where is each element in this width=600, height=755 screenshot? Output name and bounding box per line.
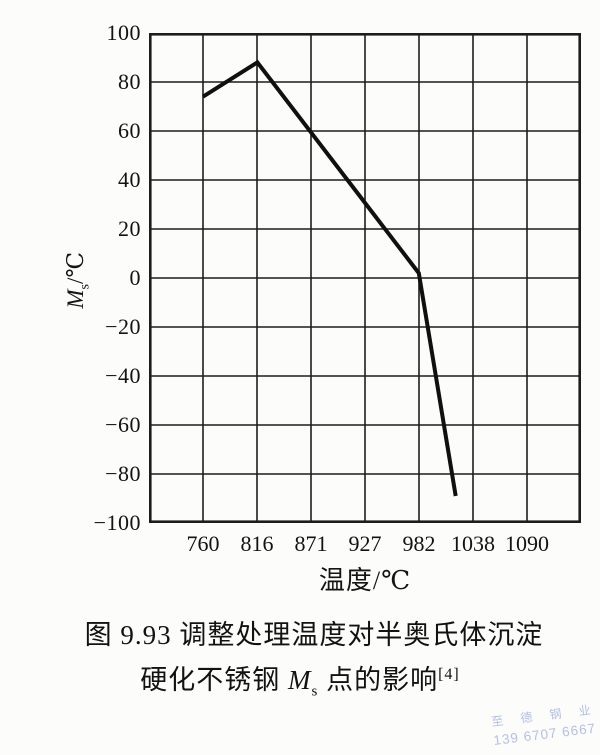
x-tick-label: 871 <box>294 531 328 556</box>
y-tick-label: 20 <box>118 216 141 241</box>
y-tick-label: −60 <box>105 412 141 437</box>
grid-lines <box>149 33 581 523</box>
y-tick-label: −40 <box>105 363 141 388</box>
chart-plot-area <box>149 33 581 523</box>
y-tick-label: 100 <box>106 20 141 45</box>
y-tick-label: 80 <box>118 69 141 94</box>
y-axis-unit: /℃ <box>62 251 88 284</box>
y-tick-label: −80 <box>105 461 141 486</box>
y-tick-label: 40 <box>118 167 141 192</box>
ms-subscript: s <box>77 283 93 290</box>
x-tick-label: 927 <box>348 531 382 556</box>
y-tick-label: 60 <box>118 118 141 143</box>
caption-ms-symbol: M <box>288 665 312 695</box>
caption-line-1: 图 9.93 调整处理温度对半奥氏体沉淀 <box>84 620 544 650</box>
x-tick-label: 1090 <box>505 531 549 556</box>
x-axis-title: 温度/℃ <box>318 566 412 595</box>
x-tick-label: 816 <box>240 531 274 556</box>
caption-line2-pre: 硬化不锈钢 <box>140 665 288 695</box>
citation-reference: [4] <box>438 666 460 683</box>
x-tick-label: 1038 <box>451 531 495 556</box>
y-tick-label: −100 <box>93 510 141 535</box>
x-tick-label: 982 <box>402 531 436 556</box>
x-tick-label: 760 <box>186 531 220 556</box>
y-tick-label: −20 <box>105 314 141 339</box>
figure-caption: 图 9.93 调整处理温度对半奥氏体沉淀 硬化不锈钢 Ms 点的影响[4] <box>0 613 600 714</box>
chart-svg <box>149 33 581 523</box>
ms-curve <box>201 59 458 497</box>
caption-line-2: 硬化不锈钢 Ms 点的影响[4] <box>0 658 600 714</box>
plot-border <box>149 33 581 523</box>
ms-symbol: M <box>62 289 88 309</box>
y-axis-title-text: Ms/℃ <box>63 252 94 309</box>
caption-line2-post: 点的影响 <box>318 665 439 695</box>
y-axis-title: Ms/℃ <box>55 236 101 324</box>
y-tick-label: 0 <box>129 265 141 290</box>
caption-ms-subscript: s <box>311 683 319 700</box>
